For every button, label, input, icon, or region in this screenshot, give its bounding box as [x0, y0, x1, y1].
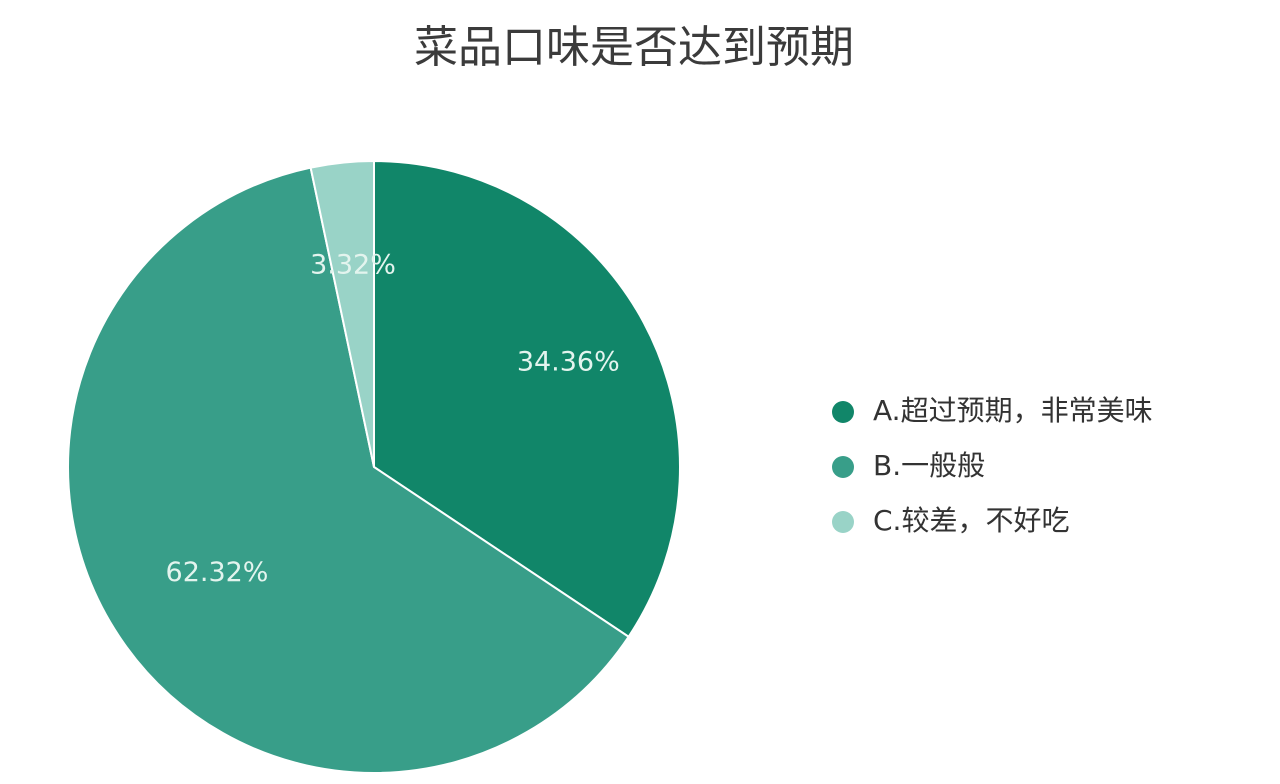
slice-value-label: 34.36% — [517, 347, 620, 378]
legend-label: C.较差，不好吃 — [873, 504, 1069, 537]
legend-marker — [832, 456, 854, 478]
pie-slices — [67, 159, 681, 774]
legend-label: B.一般般 — [873, 449, 985, 482]
legend: A.超过预期，非常美味 B.一般般 C.较差，不好吃 — [832, 394, 1153, 537]
chart-title: 菜品口味是否达到预期 — [414, 22, 854, 73]
pie-slice-b — [67, 166, 630, 774]
legend-marker — [832, 511, 854, 533]
slice-value-label: 3.32% — [310, 250, 396, 281]
slice-value-label: 62.32% — [166, 557, 269, 588]
legend-label: A.超过预期，非常美味 — [873, 394, 1153, 427]
pie-slice-labels: 34.36% 62.32% 3.32% — [166, 250, 620, 588]
legend-marker — [832, 401, 854, 423]
pie-slice-c — [309, 159, 375, 468]
